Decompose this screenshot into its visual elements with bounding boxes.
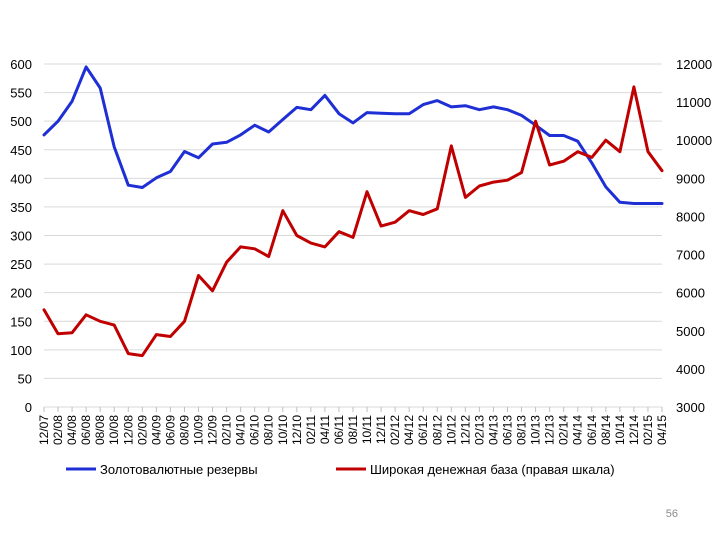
x-tick-label: 04/10 bbox=[234, 415, 248, 445]
y-left-tick-label: 300 bbox=[10, 229, 32, 244]
x-tick-label: 10/12 bbox=[444, 415, 458, 445]
x-tick-label: 08/13 bbox=[515, 415, 529, 445]
x-tick-label: 12/13 bbox=[543, 415, 557, 445]
y-axis-right: 3000 4000 5000 6000 7000 8000 9000 10000 11000 12… bbox=[676, 57, 712, 415]
x-tick-label: 08/12 bbox=[430, 415, 444, 445]
y-left-tick-label: 100 bbox=[10, 343, 32, 358]
y-left-tick-label: 500 bbox=[10, 114, 32, 129]
x-tick-label: 02/08 bbox=[51, 415, 65, 445]
x-tick-label: 10/08 bbox=[107, 415, 121, 445]
x-tick-label: 06/11 bbox=[332, 415, 346, 444]
y-right-tick-label: 7000 bbox=[676, 248, 705, 263]
x-tick-label: 12/11 bbox=[374, 415, 388, 444]
x-tick-label: 02/12 bbox=[388, 415, 402, 445]
x-tick-label: 12/12 bbox=[458, 415, 472, 445]
x-tick-label: 12/08 bbox=[121, 415, 135, 445]
x-tick-label: 10/13 bbox=[529, 415, 543, 445]
legend-label-2: Широкая денежная база (правая шкала) bbox=[370, 462, 615, 477]
x-tick-label: 06/10 bbox=[248, 415, 262, 445]
x-tick-label: 04/08 bbox=[65, 415, 79, 445]
x-tick-label: 06/14 bbox=[585, 415, 599, 445]
x-tick-label: 08/11 bbox=[346, 415, 360, 444]
x-tick-label: 08/10 bbox=[262, 415, 276, 445]
x-tick-label: 06/13 bbox=[501, 415, 515, 445]
x-tick-label: 08/14 bbox=[599, 415, 613, 445]
y-left-tick-label: 250 bbox=[10, 257, 32, 272]
x-tick-label: 08/09 bbox=[177, 415, 191, 445]
y-right-tick-label: 3000 bbox=[676, 400, 705, 415]
series-line-2 bbox=[42, 85, 664, 358]
y-right-tick-label: 4000 bbox=[676, 362, 705, 377]
y-right-tick-label: 12000 bbox=[676, 57, 712, 72]
y-left-tick-label: 0 bbox=[25, 400, 32, 415]
x-tick-label: 10/10 bbox=[276, 415, 290, 445]
y-left-tick-label: 150 bbox=[10, 314, 32, 329]
x-tick-label: 06/08 bbox=[79, 415, 93, 445]
legend: Золотовалютные резервы Широкая денежная б… bbox=[66, 462, 615, 477]
x-tick-label: 10/14 bbox=[613, 415, 627, 445]
x-tick-label: 02/13 bbox=[472, 415, 486, 445]
x-tick-label: 06/12 bbox=[416, 415, 430, 445]
x-tick-label: 12/07 bbox=[37, 415, 51, 445]
x-tick-label: 02/15 bbox=[641, 415, 655, 445]
y-left-tick-label: 400 bbox=[10, 171, 32, 186]
y-right-tick-label: 8000 bbox=[676, 209, 705, 224]
page-number: 56 bbox=[665, 508, 678, 520]
x-tick-label: 04/09 bbox=[149, 415, 163, 445]
x-tick-label: 02/10 bbox=[220, 415, 234, 445]
y-left-tick-label: 350 bbox=[10, 200, 32, 215]
x-tick-label: 10/11 bbox=[360, 415, 374, 444]
legend-label-1: Золотовалютные резервы bbox=[100, 462, 258, 477]
y-left-tick-label: 550 bbox=[10, 86, 32, 101]
series-line-1 bbox=[42, 65, 664, 205]
y-right-tick-label: 5000 bbox=[676, 324, 705, 339]
x-axis: 12/07 02/08 04/08 06/08 08/08 10/08 12/08 02/09… bbox=[37, 407, 669, 445]
y-axis-left: 0 50 100 150 200 250 300 350 400 450 500 550 600 bbox=[10, 57, 32, 415]
x-tick-label: 02/11 bbox=[304, 415, 318, 444]
y-right-tick-label: 10000 bbox=[676, 133, 712, 148]
y-right-tick-label: 9000 bbox=[676, 171, 705, 186]
x-tick-label: 02/09 bbox=[135, 415, 149, 445]
x-tick-label: 08/08 bbox=[93, 415, 107, 445]
y-right-tick-label: 11000 bbox=[676, 95, 711, 110]
x-tick-label: 12/09 bbox=[206, 415, 220, 445]
x-tick-label: 04/13 bbox=[486, 415, 500, 445]
y-left-tick-label: 600 bbox=[10, 57, 32, 72]
x-tick-label: 04/15 bbox=[655, 415, 669, 445]
x-tick-label: 12/14 bbox=[627, 415, 641, 445]
x-tick-label: 06/09 bbox=[163, 415, 177, 445]
y-left-tick-label: 50 bbox=[18, 371, 32, 386]
x-tick-label: 02/14 bbox=[557, 415, 571, 445]
series-lines bbox=[42, 65, 664, 358]
x-tick-label: 04/11 bbox=[318, 415, 332, 444]
y-left-tick-label: 450 bbox=[10, 143, 32, 158]
x-tick-label: 04/14 bbox=[571, 415, 585, 445]
x-tick-label: 12/10 bbox=[290, 415, 304, 445]
y-right-tick-label: 6000 bbox=[676, 286, 705, 301]
x-tick-label: 04/12 bbox=[402, 415, 416, 445]
y-left-tick-label: 200 bbox=[10, 286, 32, 301]
x-tick-label: 10/09 bbox=[192, 415, 206, 445]
